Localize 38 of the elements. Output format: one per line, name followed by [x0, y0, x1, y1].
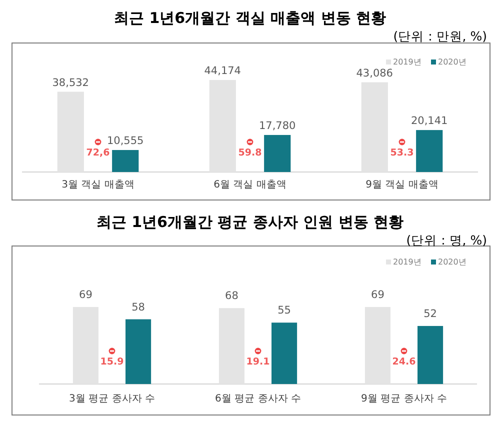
annotation: 19.1 [246, 356, 270, 368]
bar [112, 150, 139, 172]
annotation: 24.6 [392, 356, 416, 368]
x-tick-label: 3월 평균 종사자 수 [69, 394, 155, 404]
annotation: 59.8 [238, 148, 262, 158]
legend-label: 2020년 [438, 258, 466, 266]
data-label: 17,780 [258, 120, 296, 132]
data-label: 69 [371, 289, 384, 301]
data-label: 52 [424, 308, 437, 320]
data-label: 10,555 [106, 135, 144, 148]
x-tick-label: 9월 객실 매출액 [366, 180, 438, 190]
data-label: 38,532 [52, 76, 90, 89]
annotation: 53.3 [390, 148, 414, 158]
legend-label: 2019년 [393, 58, 422, 66]
data-label: 55 [278, 304, 291, 317]
bar [264, 134, 291, 172]
legend-label: 2019년 [393, 258, 422, 266]
legend-label: 2020년 [438, 58, 466, 66]
chart-title: 최근 1년6개월간 평균 종사자 인원 변동 현황 [96, 213, 404, 231]
bar [418, 326, 444, 384]
bar [416, 130, 443, 172]
x-tick-label: 6월 객실 매출액 [214, 180, 286, 190]
data-label: 58 [132, 301, 145, 314]
data-label: 43,086 [356, 67, 394, 80]
chart-subtitle: (단위 : 만원, %) [393, 28, 487, 44]
bar [126, 319, 152, 384]
chart-subtitle: (단위 : 명, %) [406, 232, 487, 248]
x-tick-label: 6월 평균 종사자 수 [215, 394, 301, 404]
chart-title: 최근 1년6개월간 객실 매출액 변동 현황 [114, 9, 386, 27]
data-label: 68 [225, 290, 238, 302]
annotation: 15.9 [100, 356, 124, 368]
x-tick-label: 3월 객실 매출액 [62, 180, 134, 190]
data-label: 20,141 [410, 115, 448, 128]
data-label: 44,174 [204, 65, 242, 77]
x-tick-label: 9월 평균 종사자 수 [361, 394, 447, 404]
data-label: 69 [79, 289, 92, 301]
bar [272, 322, 298, 384]
annotation: 72,6 [86, 148, 110, 158]
